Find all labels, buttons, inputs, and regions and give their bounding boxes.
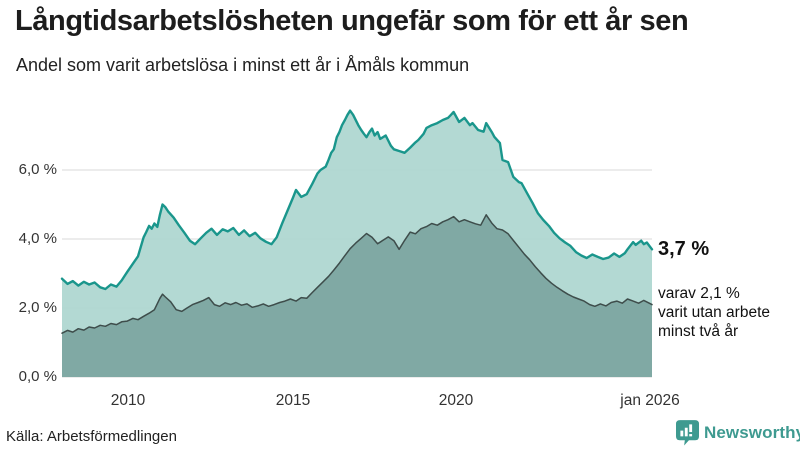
area-fill-series-1 <box>62 214 652 377</box>
subset-note-line-1: varav 2,1 % <box>658 285 740 302</box>
x-tick-jan-2026: jan 2026 <box>620 392 680 409</box>
subset-note-line-2: varit utan arbete <box>658 304 771 321</box>
x-tick-2010: 2010 <box>110 392 146 409</box>
page-title: Långtidsarbetslösheten ungefär som för e… <box>15 5 689 37</box>
source-attribution: Källa: Arbetsförmedlingen <box>6 428 177 445</box>
x-tick-2020: 2020 <box>438 392 474 409</box>
subset-note-line-3: minst två år <box>658 323 739 340</box>
y-tick-6: 6,0 % <box>18 161 57 178</box>
chart-subtitle: Andel som varit arbetslösa i minst ett å… <box>16 55 470 75</box>
newsworthy-brand-link[interactable]: Newsworthy <box>676 420 800 446</box>
y-tick-2: 2,0 % <box>18 299 57 316</box>
y-tick-4: 4,0 % <box>18 230 57 247</box>
x-tick-2015: 2015 <box>275 392 311 409</box>
newsworthy-logo-icon <box>676 420 699 446</box>
newsworthy-brand-name: Newsworthy <box>704 423 800 442</box>
y-tick-0: 0,0 % <box>18 368 57 385</box>
subset-note: varav 2,1 % varit utan arbete minst två … <box>658 284 798 341</box>
latest-value-label: 3,7 % <box>658 238 710 260</box>
trend-line-series-0 <box>60 109 654 291</box>
trend-line-series-1 <box>61 214 653 334</box>
